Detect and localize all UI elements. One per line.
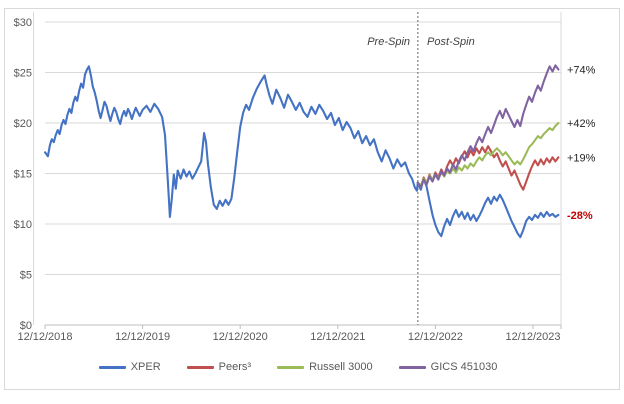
- legend-item-xper: XPER: [98, 361, 161, 373]
- legend-swatch: [277, 365, 305, 369]
- y-axis-label: $25: [14, 68, 32, 80]
- legend-item-gics-451030: GICS 451030: [398, 361, 498, 373]
- legend: XPER Peers³ Russell 3000 GICS 451030: [0, 361, 610, 373]
- x-axis-label: 12/12/2018: [17, 331, 72, 343]
- x-axis-label: 12/12/2023: [505, 331, 560, 343]
- legend-swatch: [98, 365, 126, 369]
- chart-frame: [4, 8, 620, 390]
- y-axis-label: $5: [20, 270, 32, 282]
- y-axis-label: $30: [14, 17, 32, 29]
- y-axis-label: $20: [14, 118, 32, 130]
- legend-label: GICS 451030: [430, 361, 498, 373]
- end-label-xper: -28%: [567, 210, 593, 222]
- end-label-gics-451030: +74%: [567, 64, 596, 76]
- legend-swatch: [398, 365, 426, 369]
- pre-spin-annotation: Pre-Spin: [367, 36, 410, 48]
- legend-label: Russell 3000: [309, 361, 373, 373]
- y-axis-label: $0: [20, 320, 32, 332]
- legend-label: Peers³: [218, 361, 252, 373]
- x-axis-label: 12/12/2019: [115, 331, 170, 343]
- x-axis-label: 12/12/2021: [310, 331, 365, 343]
- legend-item-russell-3000: Russell 3000: [277, 361, 373, 373]
- x-axis-label: 12/12/2022: [408, 331, 463, 343]
- x-axis-label: 12/12/2020: [213, 331, 268, 343]
- y-axis-label: $10: [14, 219, 32, 231]
- end-label-russell-3000: +42%: [567, 118, 596, 130]
- legend-label: XPER: [130, 361, 161, 373]
- y-axis-label: $15: [14, 169, 32, 181]
- series-line-xper: [43, 65, 560, 239]
- series-line-peers-: [416, 145, 560, 191]
- end-label-peers-: +19%: [567, 152, 596, 164]
- legend-swatch: [186, 365, 214, 369]
- series-line-gics-451030: [416, 64, 560, 189]
- post-spin-annotation: Post-Spin: [427, 36, 475, 48]
- legend-item-peers-: Peers³: [186, 361, 252, 373]
